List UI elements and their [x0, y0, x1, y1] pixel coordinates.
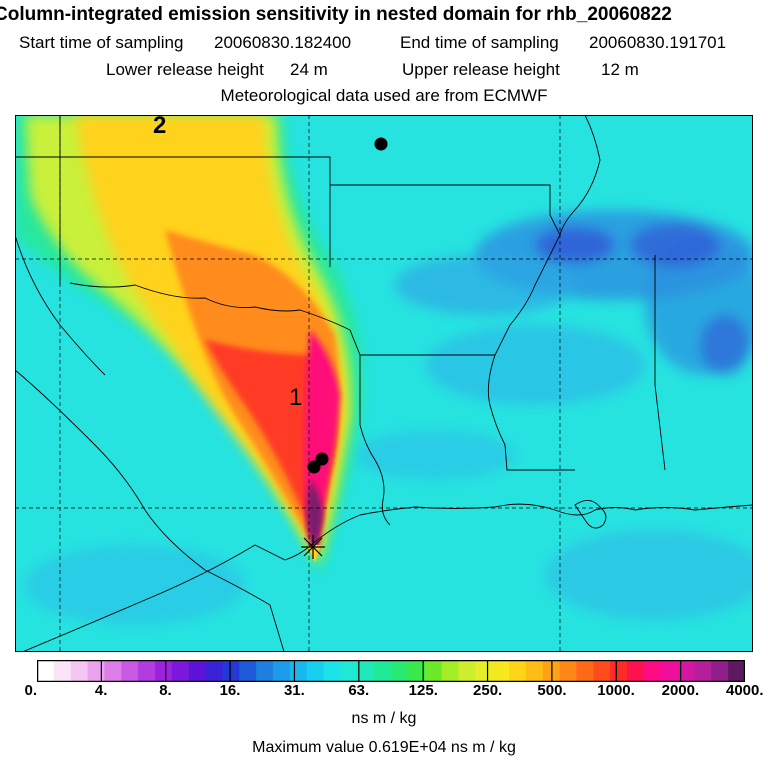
map-frame: [15, 115, 753, 652]
ok-ks-border: [330, 184, 561, 236]
plume-band-red: [205, 340, 336, 545]
colorbar-cell: [593, 660, 611, 682]
colorbar-cell: [627, 660, 645, 682]
colorbar-cell: [70, 660, 89, 682]
colorbar-cell: [188, 660, 207, 682]
met-data-line: Meteorological data used are from ECMWF: [220, 86, 548, 105]
lower-height-value: 24 m: [290, 60, 328, 79]
upper-height-value: 12 m: [601, 60, 639, 79]
plot-title: Column-integrated emission sensitivity i…: [0, 4, 672, 25]
state-border-tx-ok-north: [15, 156, 331, 183]
colorbar-cell: [610, 660, 628, 682]
colorbar-cell: [441, 660, 460, 682]
colorbar-tick-label: 250.: [473, 682, 503, 699]
colorbar-cell: [374, 660, 392, 682]
end-time-value: 20060830.191701: [589, 33, 727, 52]
red-river: [69, 282, 361, 356]
gulf-coast: [21, 503, 753, 652]
colorbar-cell: [138, 660, 156, 682]
colorbar-cell: [37, 660, 55, 682]
colorbar-tick-label: 2000.: [661, 682, 700, 699]
colorbar-cell: [87, 660, 106, 682]
colorbar-cell: [357, 660, 375, 682]
colorbar-cell: [289, 660, 308, 682]
colorbar-cell: [407, 660, 426, 682]
upper-height-label: Upper release height: [402, 60, 560, 79]
colorbar-frame: [37, 660, 745, 682]
colorbar-cell: [222, 660, 240, 682]
markers: [301, 137, 388, 559]
colorbar-cell: [509, 660, 527, 682]
release-point-marker: [301, 535, 325, 559]
political-boundaries: [15, 115, 753, 652]
colorbar-tick-label: 16.: [219, 682, 241, 699]
start-time-value: 20060830.182400: [214, 33, 352, 52]
colorbar-cell: [340, 660, 358, 682]
colorbar-cell: [475, 660, 493, 682]
ms-al-border: [654, 255, 666, 471]
maximum-value: Maximum value 0.619E+04 ns m / kg: [252, 739, 516, 756]
low-sensitivity-regions: [25, 210, 753, 625]
mississippi-river: [487, 234, 575, 471]
mexico-border: [15, 369, 285, 652]
colorbar-cell: [155, 660, 173, 682]
sensitivity-map: 1 2: [15, 115, 753, 652]
colorbar-cell: [694, 660, 712, 682]
delta: [574, 500, 607, 529]
rio-grande-west: [15, 234, 106, 376]
colorbar-cell: [525, 660, 544, 682]
colorbar-cell: [256, 660, 274, 682]
colorbar-cell: [239, 660, 257, 682]
colorbar-tick-label: 4.: [94, 682, 108, 699]
colorbar-cell: [492, 660, 510, 682]
colorbar-cell: [306, 660, 325, 682]
location-dot: [307, 460, 321, 474]
colorbar-cell: [711, 660, 729, 682]
lat-lon-grid: [15, 115, 753, 652]
end-time-label: End time of sampling: [400, 33, 559, 52]
colorbar-cell: [576, 660, 594, 682]
ms-river-north: [559, 115, 601, 236]
colorbar: [37, 660, 745, 682]
colorbar-cell: [121, 660, 139, 682]
colorbar-cell: [728, 660, 745, 682]
colorbar-units: ns m / kg: [351, 710, 417, 727]
tx-la-border: [359, 355, 391, 526]
colorbar-tick-label: 125.: [408, 682, 438, 699]
colorbar-cell: [273, 660, 291, 682]
colorbar-cell: [104, 660, 122, 682]
colorbar-cell: [171, 660, 190, 682]
location-dot: [374, 137, 388, 151]
colorbar-tick-label: 4000.: [726, 682, 764, 699]
colorbar-cell: [205, 660, 224, 682]
emission-plume: [15, 115, 363, 575]
lower-height-label: Lower release height: [106, 60, 264, 79]
colorbar-cell: [53, 660, 72, 682]
colorbar-cell: [458, 660, 476, 682]
plume-label-1: 1: [289, 384, 302, 411]
colorbar-tick-label: 31.: [283, 682, 305, 699]
colorbar-cell: [391, 660, 409, 682]
colorbar-tick-label: 1000.: [597, 682, 635, 699]
colorbar-cell: [677, 660, 696, 682]
plume-label-2: 2: [153, 115, 166, 139]
colorbar-cell: [424, 660, 443, 682]
plume-band-purple: [307, 480, 323, 555]
colorbar-cells: [37, 660, 745, 682]
colorbar-cell: [660, 660, 679, 682]
colorbar-tick-label: 500.: [537, 682, 567, 699]
start-time-label: Start time of sampling: [19, 33, 184, 52]
location-dot: [315, 452, 329, 466]
colorbar-tick-label: 8.: [159, 682, 172, 699]
colorbar-tick-label: 63.: [348, 682, 370, 699]
colorbar-cell: [323, 660, 342, 682]
colorbar-tick-label: 0.: [24, 682, 38, 699]
colorbar-cell: [559, 660, 578, 682]
colorbar-cell: [643, 660, 662, 682]
